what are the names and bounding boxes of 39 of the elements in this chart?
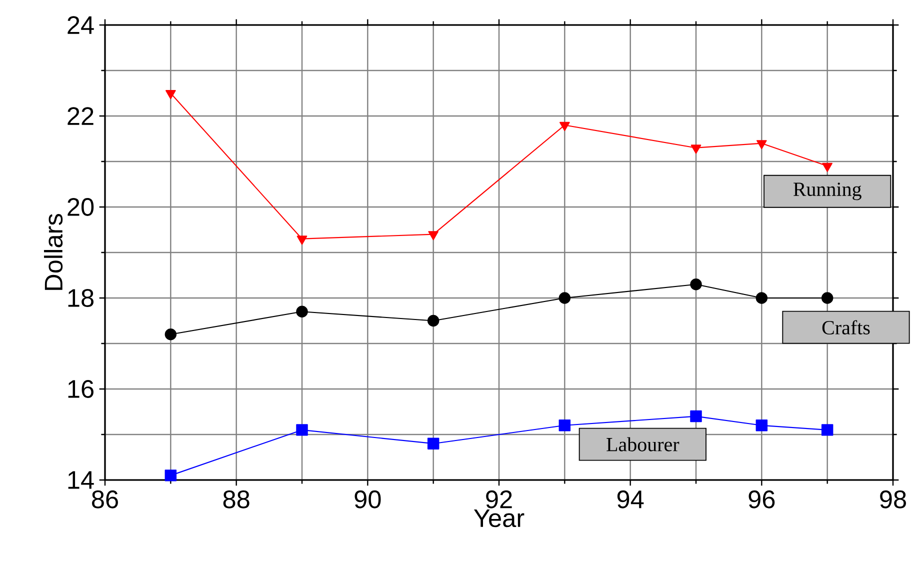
point <box>690 278 702 290</box>
point <box>822 162 832 172</box>
series-label: Crafts <box>822 320 870 334</box>
point <box>821 292 834 304</box>
point <box>166 90 176 100</box>
point <box>164 470 177 482</box>
y-tick-label: 16 <box>68 380 94 398</box>
point <box>560 122 570 131</box>
point <box>558 292 571 304</box>
x-axis-title: Year <box>474 509 524 528</box>
point <box>427 438 440 450</box>
point <box>427 314 440 327</box>
point <box>821 424 834 436</box>
point <box>296 306 308 318</box>
point <box>558 420 571 432</box>
point <box>690 144 702 154</box>
y-tick-label: 20 <box>68 198 94 216</box>
x-tick-label: 94 <box>617 490 644 508</box>
point <box>756 292 768 304</box>
series-label: Labourer <box>606 437 680 452</box>
point <box>756 420 768 432</box>
y-tick-label: 22 <box>68 107 94 125</box>
x-tick-label: 88 <box>223 490 250 508</box>
point <box>164 328 177 340</box>
point <box>296 236 308 245</box>
x-tick-label: 98 <box>880 490 906 508</box>
x-tick-label: 96 <box>748 490 775 508</box>
y-axis-title: Dollars <box>44 214 63 290</box>
series-label: Running <box>793 182 862 200</box>
point <box>756 140 767 150</box>
x-tick-label: 86 <box>92 490 118 508</box>
point <box>690 410 702 422</box>
y-tick-label: 14 <box>68 471 94 489</box>
y-tick-label: 24 <box>68 16 94 34</box>
point <box>428 231 438 240</box>
x-tick-label: 92 <box>486 490 512 508</box>
x-tick-label: 90 <box>354 490 381 508</box>
y-tick-label: 18 <box>68 289 94 307</box>
point <box>296 424 308 436</box>
